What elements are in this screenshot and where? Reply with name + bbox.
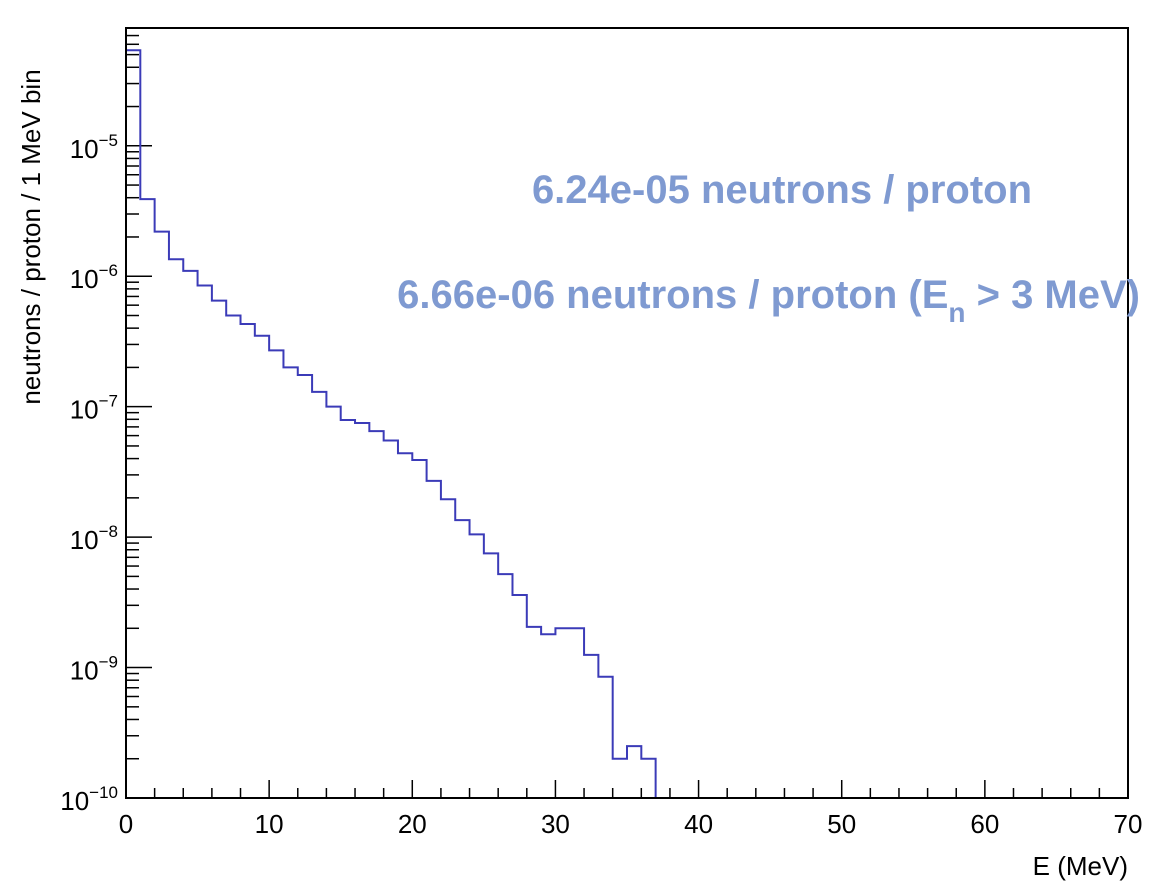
x-tick-label: 40 [684,809,713,839]
x-tick-label: 10 [255,809,284,839]
x-tick-label: 60 [970,809,999,839]
y-tick-label: 10−8 [70,522,118,555]
x-tick-labels: 0 10 20 30 40 50 60 70 [119,809,1143,839]
y-tick-base: 10 [60,786,89,816]
x-tick-label: 0 [119,809,133,839]
y-tick-label: 10−9 [70,653,118,686]
y-tick-base: 10 [70,525,99,555]
x-tick-label: 70 [1114,809,1143,839]
y-tick-label: 10−6 [70,261,118,294]
y-axis-title: neutrons / proton / 1 MeV bin [16,69,46,404]
annotation-total: 6.24e-05 neutrons / proton [532,168,1032,212]
y-tick-label: 10−7 [70,392,118,425]
y-tick-label: 10−10 [60,783,118,816]
y-tick-exponent: −7 [99,392,118,411]
histogram-line [125,49,1128,799]
x-axis-title: E (MeV) [1033,851,1128,881]
axis-ticks [125,27,1129,799]
y-tick-base: 10 [70,656,99,686]
x-tick-label: 50 [827,809,856,839]
y-tick-exponent: −9 [99,653,118,672]
y-tick-exponent: −10 [89,783,118,802]
plot-frame [125,27,1129,799]
y-tick-exponent: −5 [99,131,118,150]
x-tick-label: 20 [398,809,427,839]
x-tick-label: 30 [541,809,570,839]
y-tick-exponent: −8 [99,522,118,541]
y-tick-base: 10 [70,264,99,294]
y-tick-base: 10 [70,395,99,425]
y-tick-exponent: −6 [99,261,118,280]
y-tick-label: 10−5 [70,131,118,164]
annotation-above-3mev: 6.66e-06 neutrons / proton (En > 3 MeV) [397,273,1140,328]
annotation-above-3mev-text: 6.66e-06 neutrons / proton (E [397,273,948,317]
annotation-above-3mev-tail: > 3 MeV) [965,273,1140,317]
annotation-subscript: n [948,297,965,328]
y-tick-base: 10 [70,134,99,164]
